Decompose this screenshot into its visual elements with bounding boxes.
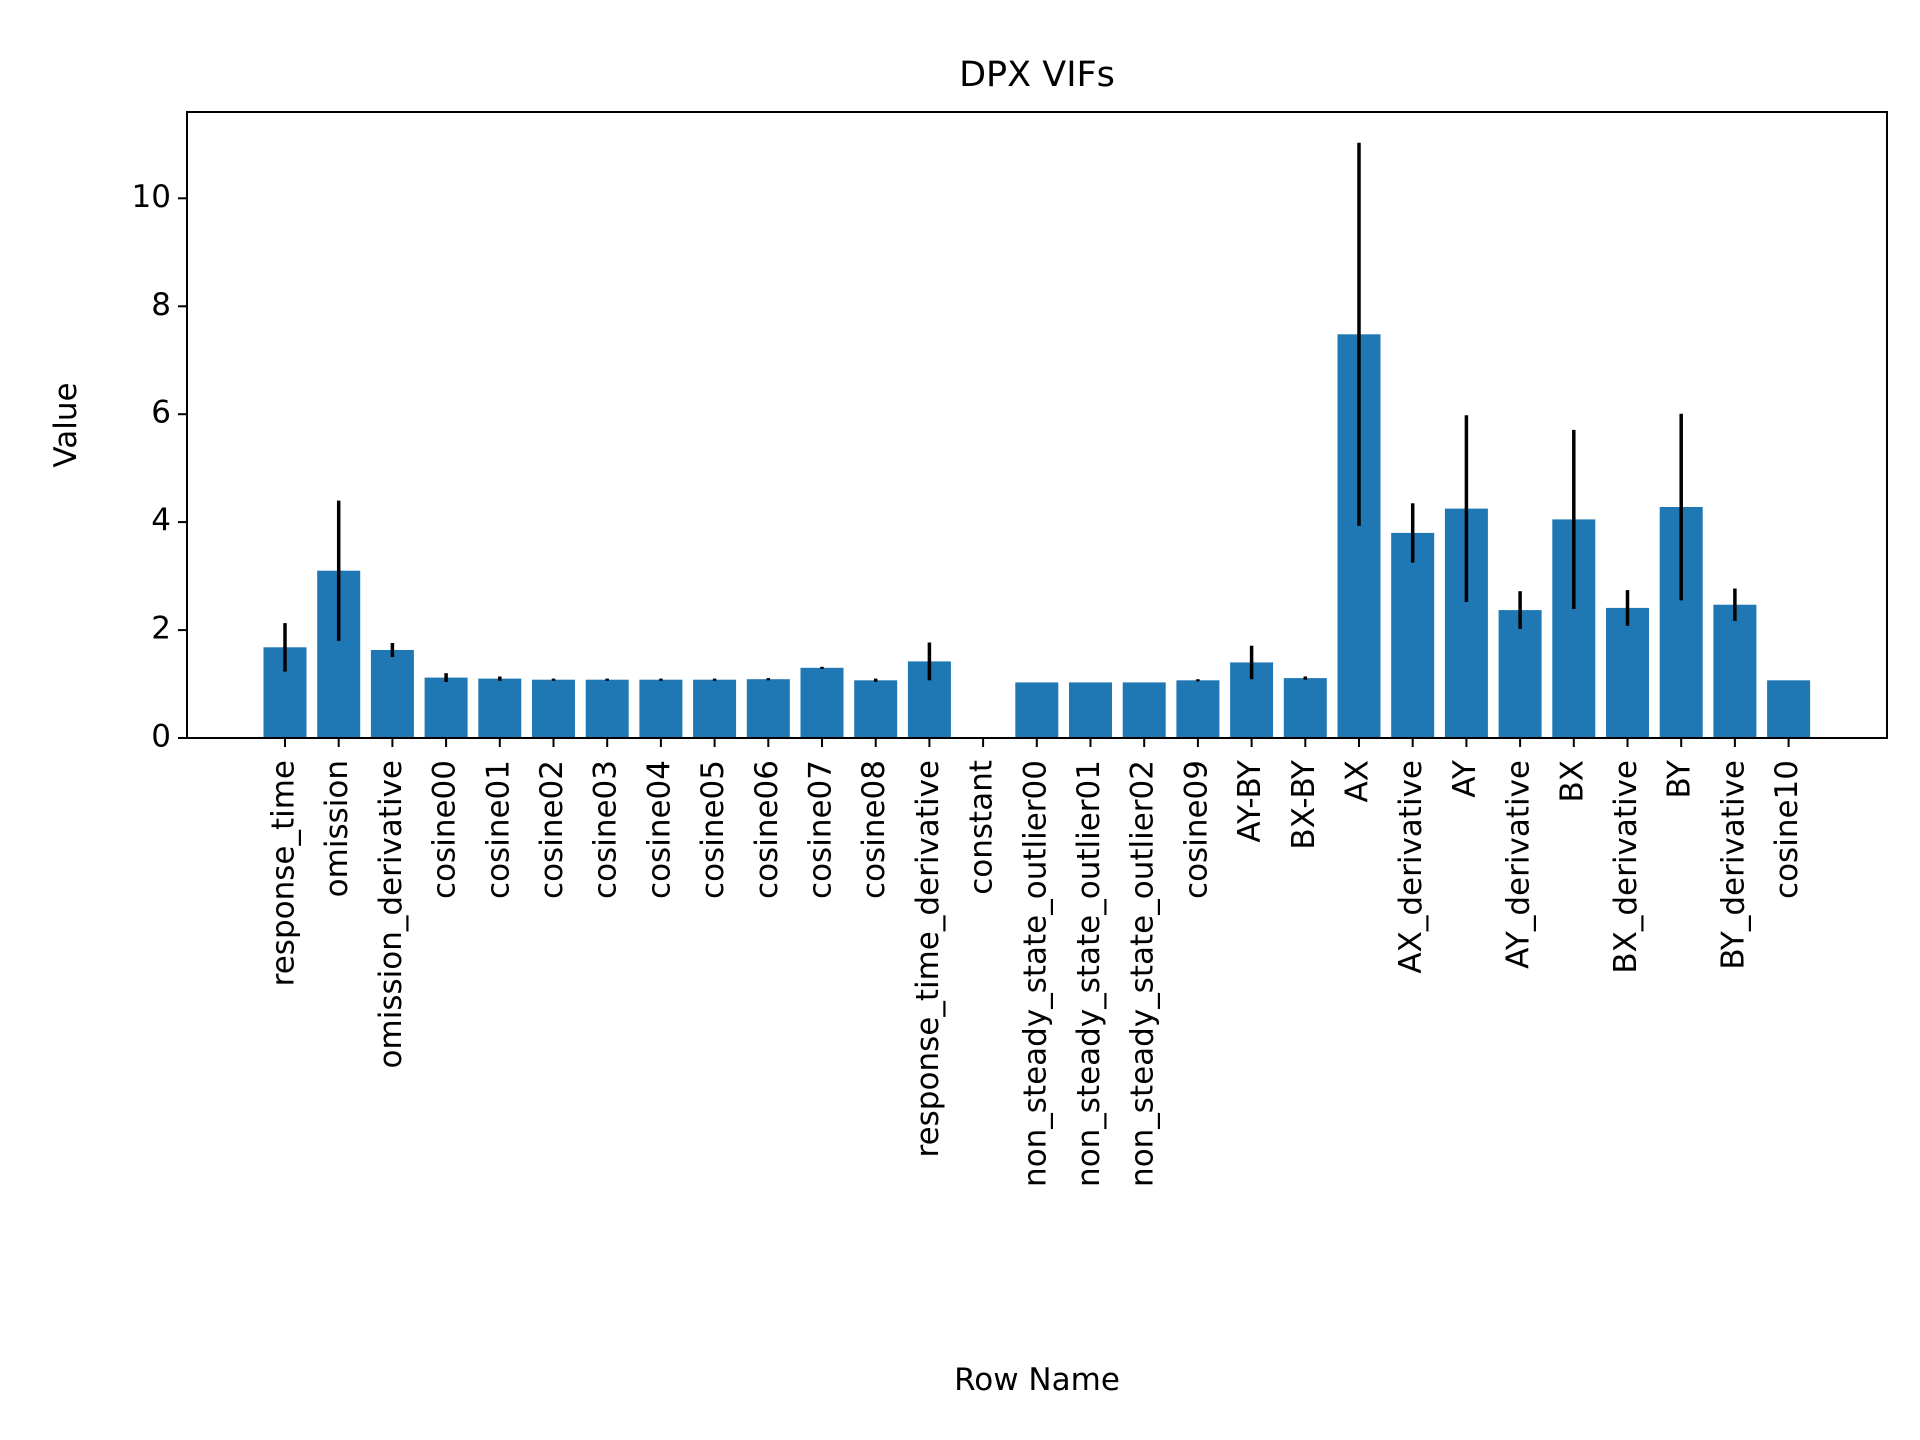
y-tick-label: 0 — [151, 719, 171, 755]
x-tick-label: BY — [1662, 760, 1698, 799]
bar-cosine04 — [639, 679, 683, 738]
bar-cosine05 — [693, 679, 737, 738]
bar-BX_derivative — [1606, 607, 1649, 738]
x-tick-label: cosine07 — [803, 760, 839, 899]
x-tick-label: cosine03 — [588, 760, 624, 899]
x-tick-label: cosine02 — [534, 760, 570, 899]
x-tick-label: omission — [319, 760, 355, 897]
bars-layer — [263, 334, 1811, 738]
bar-cosine00 — [424, 677, 468, 738]
x-tick-label: cosine00 — [427, 760, 463, 899]
x-tick-label: omission_derivative — [373, 760, 409, 1068]
x-tick-label: BX-BY — [1286, 760, 1322, 850]
bar-omission_derivative — [370, 650, 414, 738]
bar-AX_derivative — [1391, 532, 1435, 738]
x-tick-label: BY_derivative — [1715, 760, 1751, 970]
x-tick-label: non_steady_state_outlier01 — [1071, 760, 1107, 1187]
error-bars-layer — [283, 142, 1737, 682]
x-tick-label: response_time — [266, 760, 302, 986]
bar-BX-BY — [1283, 678, 1327, 738]
x-tick-label: AX — [1340, 760, 1376, 802]
x-tick-label: cosine04 — [641, 760, 677, 899]
bar-cosine09 — [1176, 680, 1220, 738]
bar-BY_derivative — [1713, 604, 1757, 738]
x-tick-label: cosine05 — [695, 760, 731, 899]
x-tick-label: non_steady_state_outlier00 — [1017, 760, 1053, 1187]
x-axis-label: Row Name — [954, 1362, 1120, 1398]
y-axis: 0 2 4 6 8 10 — [132, 179, 187, 755]
x-tick-label: non_steady_state_outlier02 — [1125, 760, 1161, 1187]
y-tick-label: 4 — [151, 503, 171, 539]
y-tick-label: 8 — [151, 287, 171, 323]
y-tick-label: 10 — [132, 179, 171, 215]
x-tick-label: BX — [1554, 760, 1590, 803]
x-tick-label: AY — [1447, 760, 1483, 798]
y-axis-label: Value — [48, 382, 84, 467]
bar-non_steady_state_outlier01 — [1069, 682, 1112, 738]
bar-cosine03 — [585, 679, 629, 738]
x-tick-label: constant — [964, 760, 1000, 895]
x-tick-label: cosine10 — [1769, 760, 1805, 899]
x-tick-label: AY-BY — [1232, 760, 1268, 843]
x-tick-label: BX_derivative — [1608, 760, 1644, 974]
bar-non_steady_state_outlier02 — [1122, 682, 1166, 738]
bar-cosine08 — [854, 680, 898, 738]
y-tick-label: 2 — [151, 611, 171, 647]
bar-cosine07 — [800, 667, 844, 738]
x-tick-label: AX_derivative — [1393, 760, 1429, 974]
bar-AY_derivative — [1498, 610, 1542, 738]
x-tick-label: cosine09 — [1178, 760, 1214, 899]
x-tick-label: cosine01 — [480, 760, 516, 899]
bar-cosine06 — [746, 679, 790, 738]
x-tick-label: cosine06 — [749, 760, 785, 899]
y-tick-label: 6 — [151, 395, 171, 431]
x-tick-label: response_time_derivative — [910, 760, 946, 1157]
x-tick-label: cosine08 — [856, 760, 892, 899]
chart-title: DPX VIFs — [959, 55, 1115, 95]
x-axis: response_time omission omission_derivative… — [266, 738, 1805, 1187]
bar-non_steady_state_outlier00 — [1015, 682, 1059, 738]
x-tick-label: AY_derivative — [1501, 760, 1537, 969]
bar-cosine10 — [1767, 680, 1811, 738]
bar-cosine02 — [532, 679, 575, 738]
bar-cosine01 — [478, 678, 522, 738]
